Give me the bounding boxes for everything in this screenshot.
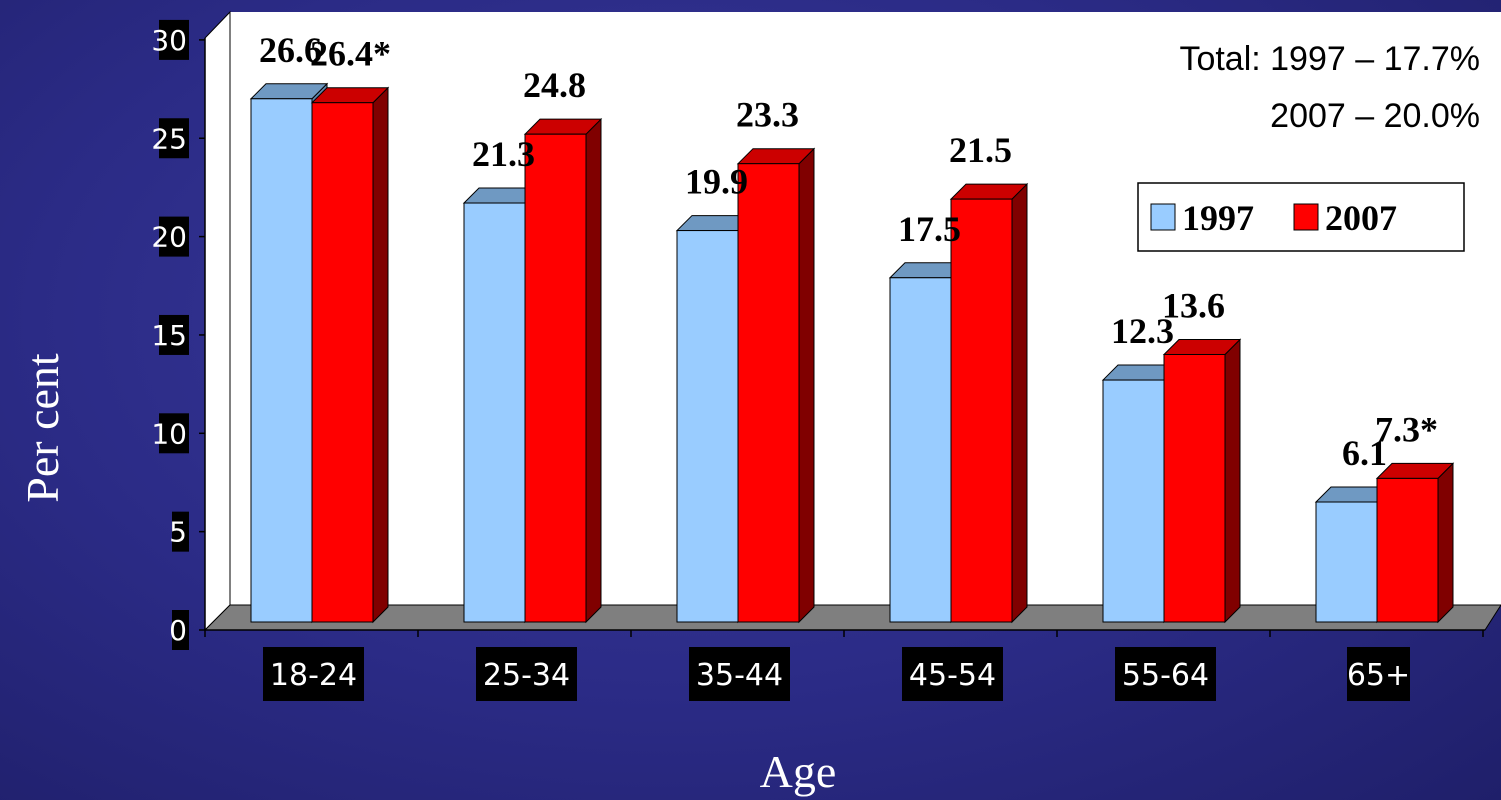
plot-left-wall	[204, 10, 231, 632]
y-tick-label-bg	[159, 216, 189, 257]
y-tick-label-bg	[159, 413, 189, 454]
bar-2007-18-24	[310, 86, 390, 624]
y-tick-label: 30	[151, 24, 187, 57]
x-tick-label-bg	[1115, 647, 1216, 701]
x-tick-label-25-34: 25-34	[483, 658, 570, 693]
x-tick-label-bg	[476, 647, 577, 701]
y-tick-label: 25	[151, 122, 187, 155]
bar-2007-55-64	[1162, 338, 1242, 624]
value-label-2007-45-54: 21.5	[949, 130, 1012, 170]
value-label-1997-18-24: 26.6	[259, 30, 322, 70]
x-tick-label-bg	[263, 647, 364, 701]
x-tick-label-55-64: 55-64	[1122, 658, 1209, 693]
value-label-2007-35-44: 23.3	[736, 95, 799, 135]
bar-2007-35-44	[736, 147, 816, 624]
value-label-1997-25-34: 21.3	[472, 134, 535, 174]
x-tick-label-18-24: 18-24	[270, 658, 357, 693]
y-axis-title: Per cent	[17, 353, 68, 503]
annotation-total-2007: 2007 – 20.0%	[1270, 97, 1480, 135]
x-tick-label-65+: 65+	[1347, 658, 1410, 693]
bar-2007-65+	[1375, 462, 1455, 624]
value-label-2007-25-34: 24.8	[523, 65, 586, 105]
x-axis-title: Age	[760, 746, 837, 797]
x-tick-label-35-44: 35-44	[696, 658, 783, 693]
x-tick-label-bg	[902, 647, 1003, 701]
y-tick-label: 15	[151, 319, 187, 352]
value-label-1997-65+: 6.1	[1342, 433, 1387, 473]
value-label-1997-45-54: 17.5	[898, 209, 961, 249]
y-tick-label: 0	[169, 614, 187, 647]
value-label-2007-18-24: 26.4*	[310, 34, 391, 74]
bar-2007-25-34	[523, 117, 603, 624]
legend: 1997 2007	[1137, 182, 1465, 252]
y-tick-label-bg	[172, 511, 189, 552]
value-label-1997-55-64: 12.3	[1111, 311, 1174, 351]
y-tick-label: 20	[151, 221, 187, 254]
bar-1997-65+	[1314, 485, 1394, 624]
legend-label-1997: 1997	[1182, 198, 1254, 238]
value-label-1997-35-44: 19.9	[685, 162, 748, 202]
y-tick-label: 5	[169, 516, 187, 549]
legend-swatch-2007	[1293, 203, 1319, 231]
y-tick-label-bg	[159, 19, 189, 60]
legend-label-2007: 2007	[1325, 198, 1397, 238]
y-tick-label: 10	[151, 417, 187, 450]
y-tick-label-bg	[172, 610, 189, 650]
y-tick-label-bg	[159, 118, 189, 159]
value-label-2007-55-64: 13.6	[1162, 285, 1225, 325]
legend-swatch-1997	[1150, 203, 1176, 231]
value-label-2007-65+: 7.3*	[1375, 409, 1438, 449]
bar-2007-45-54	[949, 182, 1029, 624]
x-tick-label-bg	[689, 647, 790, 701]
annotation-total-1997: Total: 1997 – 17.7%	[1179, 40, 1480, 78]
y-tick-label-bg	[159, 314, 189, 355]
x-tick-label-bg	[1347, 647, 1410, 701]
plot-floor	[203, 604, 1501, 631]
x-tick-label-45-54: 45-54	[909, 658, 996, 693]
